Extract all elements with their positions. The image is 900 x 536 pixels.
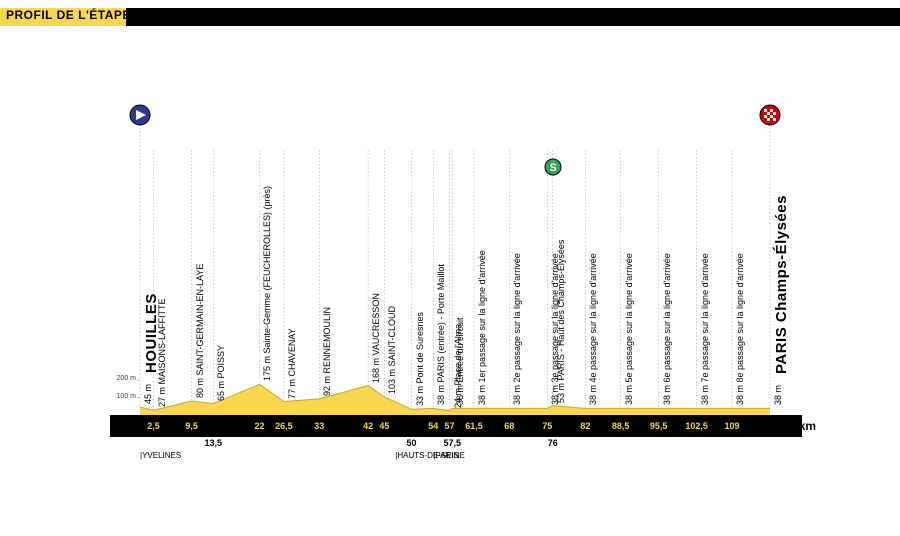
waypoint-label: 38 m 8e passage sur la ligne d'arrivée xyxy=(735,254,745,406)
km-marker: 57,5 xyxy=(444,438,462,448)
start-city-label: HOUILLES xyxy=(143,293,160,373)
km-marker: 50 xyxy=(407,438,417,448)
waypoint-label: 38 m 7e passage sur la ligne d'arrivée xyxy=(700,254,710,406)
km-marker: 75 xyxy=(542,421,552,431)
km-marker: 57 xyxy=(445,421,455,431)
km-marker: 2,5 xyxy=(147,421,160,431)
waypoint-label: 38 m PARIS (entrée) - Porte Maillot xyxy=(436,264,446,405)
finish-icon xyxy=(759,104,781,126)
km-marker: 42 xyxy=(363,421,373,431)
region-label: |PARIS xyxy=(433,451,459,460)
km-marker: 33 xyxy=(314,421,324,431)
start-elev-label: 45 m xyxy=(143,384,153,404)
km-marker: 22 xyxy=(254,421,264,431)
svg-text:S: S xyxy=(549,162,556,174)
km-marker: 45 xyxy=(379,421,389,431)
end-km-label: 116 km xyxy=(776,419,816,433)
km-marker: 76 xyxy=(548,438,558,448)
waypoint-label: 53 m PARIS - Haut des Champs-Élysées xyxy=(556,239,566,402)
finish-city-label: PARIS Champs-Élysées xyxy=(773,195,790,374)
waypoint-label: 38 m 1er passage sur la ligne d'arrivée xyxy=(477,251,487,406)
km-marker: 102,5 xyxy=(685,421,708,431)
km-marker: 26,5 xyxy=(275,421,293,431)
km-marker: 95,5 xyxy=(650,421,668,431)
page-title: PROFIL DE L'ÉTAPE xyxy=(6,8,131,22)
km-marker: 88,5 xyxy=(612,421,630,431)
km-marker: 61,5 xyxy=(465,421,483,431)
finish-elev-label: 38 m xyxy=(773,385,783,405)
km-marker: 9,5 xyxy=(185,421,198,431)
waypoint-label: 80 m SAINT-GERMAIN-EN-LAYE xyxy=(195,264,205,398)
waypoint-label: 168 m VAUCRESSON xyxy=(371,293,381,383)
waypoint-label: 175 m Sainte-Gemme (FEUCHEROLLES) (près) xyxy=(262,186,272,381)
km-marker: 54 xyxy=(428,421,438,431)
header-bar xyxy=(0,8,900,26)
km-marker: 109 xyxy=(724,421,739,431)
waypoint-label: 65 m POISSY xyxy=(216,345,226,401)
y-axis-tick: 200 m xyxy=(112,375,136,382)
start-icon xyxy=(129,104,151,126)
km-marker: 68 xyxy=(504,421,514,431)
waypoint-label: 33 m Pont de Suresnes xyxy=(415,312,425,406)
waypoint-label: 38 m Entrée du circuit xyxy=(455,318,465,406)
waypoint-label: 92 m RENNEMOULIN xyxy=(322,307,332,396)
waypoint-label: 38 m 6e passage sur la ligne d'arrivée xyxy=(662,254,672,406)
start-km-label: 0 xyxy=(112,419,119,433)
sprint-icon: S xyxy=(544,158,562,176)
km-marker: 13,5 xyxy=(205,438,223,448)
waypoint-label: 38 m 4e passage sur la ligne d'arrivée xyxy=(588,254,598,406)
km-marker: 82 xyxy=(580,421,590,431)
waypoint-label: 77 m CHAVENAY xyxy=(287,328,297,399)
waypoint-label: 38 m 5e passage sur la ligne d'arrivée xyxy=(624,254,634,406)
waypoint-label: 38 m 2e passage sur la ligne d'arrivée xyxy=(512,254,522,406)
region-label: |YVELINES xyxy=(140,451,181,460)
waypoint-label: 103 m SAINT-CLOUD xyxy=(387,306,397,394)
y-axis-tick: 100 m xyxy=(112,393,136,400)
elevation-profile-chart: 100 m200 m27 m MAISONS-LAFFITTE2,580 m S… xyxy=(110,80,820,450)
